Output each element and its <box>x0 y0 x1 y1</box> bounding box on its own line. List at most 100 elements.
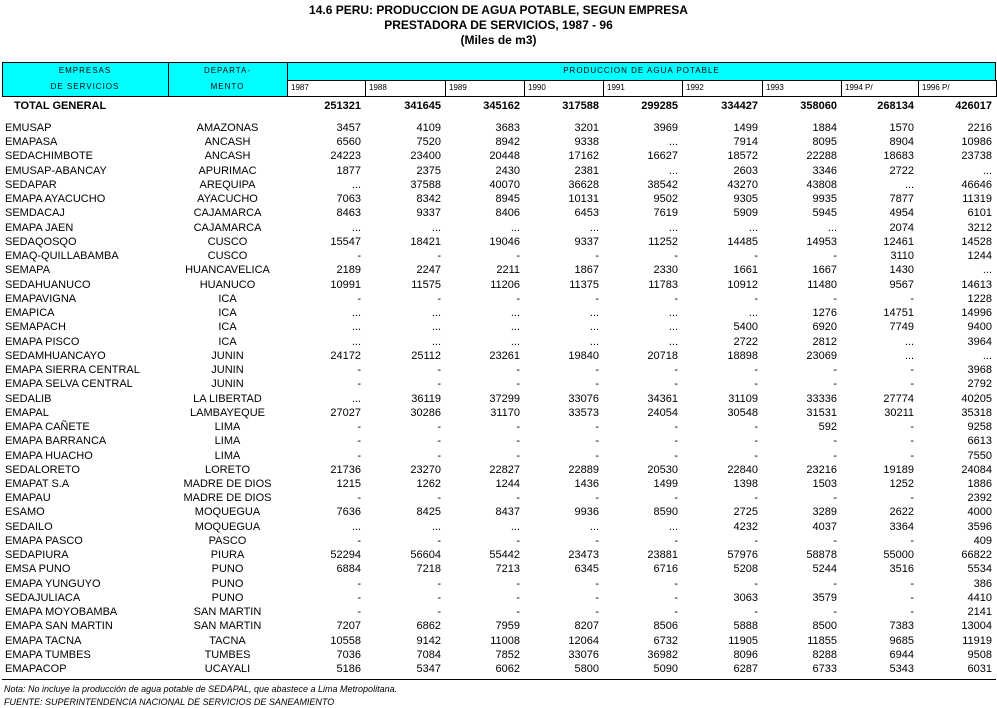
value-cell: 3346 <box>812 164 837 177</box>
department: CUSCO <box>207 250 248 263</box>
value-cell: - <box>357 534 361 547</box>
value-cell: 7550 <box>967 449 992 462</box>
total-value: 317588 <box>562 100 599 112</box>
value-cell: 52294 <box>330 549 361 562</box>
value-cell: 9305 <box>733 193 758 206</box>
value-cell: 18572 <box>727 150 758 163</box>
value-cell: 5186 <box>336 663 361 676</box>
value-cell: - <box>357 606 361 619</box>
value-cell: - <box>910 492 914 505</box>
value-cell: 1503 <box>812 478 837 490</box>
value-cell: 24084 <box>961 463 992 476</box>
value-cell: - <box>516 577 520 590</box>
value-cell: 66822 <box>961 549 992 562</box>
value-cell: 16627 <box>647 150 678 163</box>
value-cell: ... <box>982 264 992 277</box>
value-cell: 40070 <box>489 178 520 191</box>
value-cell: 40205 <box>961 392 992 405</box>
value-cell: 37588 <box>410 178 441 191</box>
value-cell: - <box>674 449 678 462</box>
department: APURIMAC <box>198 164 257 177</box>
value-cell: ... <box>904 335 914 348</box>
value-cell: 2375 <box>416 164 441 177</box>
year-header: 1990 <box>528 83 546 92</box>
value-cell: 6732 <box>653 634 678 647</box>
value-cell: - <box>595 364 599 377</box>
value-cell: ... <box>904 349 914 362</box>
value-cell: 7063 <box>336 193 361 206</box>
value-cell: 8095 <box>812 136 837 149</box>
value-cell: - <box>910 606 914 619</box>
company-name: EMAQ-QUILLABAMBA <box>5 250 119 263</box>
value-cell: - <box>516 250 520 263</box>
value-cell: 2330 <box>653 264 678 277</box>
value-cell: 43808 <box>806 178 837 191</box>
department: CUSCO <box>207 235 248 248</box>
value-cell: 14751 <box>883 307 914 320</box>
value-cell: 3964 <box>967 335 992 348</box>
value-cell: 8904 <box>889 136 914 149</box>
department-header: DEPARTA- <box>203 66 252 75</box>
value-cell: 14528 <box>961 235 992 248</box>
value-cell: 13004 <box>961 620 992 633</box>
department: LAMBAYEQUE <box>190 406 265 419</box>
value-cell: 4109 <box>416 122 441 134</box>
value-cell: 409 <box>973 534 992 547</box>
value-cell: 23473 <box>568 549 599 562</box>
value-cell: 6062 <box>495 663 520 676</box>
value-cell: 3968 <box>967 364 992 377</box>
company-header: EMPRESAS <box>58 66 112 75</box>
value-cell: 1667 <box>812 264 837 277</box>
company-name: SEDAPIURA <box>5 549 69 562</box>
value-cell: 7959 <box>495 620 520 633</box>
value-cell: - <box>357 492 361 505</box>
department: SAN MARTIN <box>193 620 262 633</box>
company-name: EMAPASA <box>5 136 58 149</box>
value-cell: 23216 <box>806 463 837 476</box>
value-cell: - <box>357 435 361 448</box>
value-cell: - <box>754 435 758 448</box>
year-header: 1992 <box>686 83 704 92</box>
value-cell: 6345 <box>574 563 599 576</box>
value-cell: 3364 <box>889 520 914 533</box>
department: UCAYALI <box>204 663 251 676</box>
value-cell: 20530 <box>647 463 678 476</box>
value-cell: 10912 <box>727 278 758 291</box>
value-cell: 2722 <box>733 335 758 348</box>
value-cell: 37299 <box>489 392 520 405</box>
value-cell: - <box>833 577 837 590</box>
value-cell: - <box>516 534 520 547</box>
value-cell: - <box>437 364 441 377</box>
department: LIMA <box>214 449 241 462</box>
value-cell: ... <box>510 221 520 234</box>
value-cell: - <box>516 591 520 604</box>
value-cell: 11855 <box>807 634 837 647</box>
value-cell: 1398 <box>733 478 758 490</box>
value-cell: 8590 <box>653 506 678 519</box>
value-cell: 14996 <box>961 307 992 320</box>
value-cell: 19046 <box>489 235 520 248</box>
department: ICA <box>218 307 237 320</box>
value-cell: 36119 <box>411 392 441 405</box>
company-name: EMUSAP <box>5 122 52 134</box>
value-cell: 4232 <box>733 520 758 533</box>
value-cell: - <box>595 250 599 263</box>
value-cell: 8437 <box>495 506 520 519</box>
value-cell: - <box>516 606 520 619</box>
value-cell: 1252 <box>889 478 914 490</box>
value-cell: 6031 <box>967 663 992 676</box>
value-cell: - <box>910 577 914 590</box>
value-cell: 6613 <box>967 435 992 448</box>
department: ANCASH <box>204 136 251 149</box>
value-cell: 9567 <box>889 278 914 291</box>
value-cell: 4000 <box>967 506 992 519</box>
title-line: (Miles de m3) <box>460 33 537 47</box>
value-cell: 1867 <box>574 264 599 277</box>
value-cell: 19840 <box>568 349 599 362</box>
value-cell: - <box>910 591 914 604</box>
value-cell: 7218 <box>416 563 441 576</box>
total-value: 341645 <box>404 100 441 112</box>
value-cell: 30211 <box>884 406 914 419</box>
value-cell: 31170 <box>490 406 520 419</box>
value-cell: ... <box>668 321 678 334</box>
